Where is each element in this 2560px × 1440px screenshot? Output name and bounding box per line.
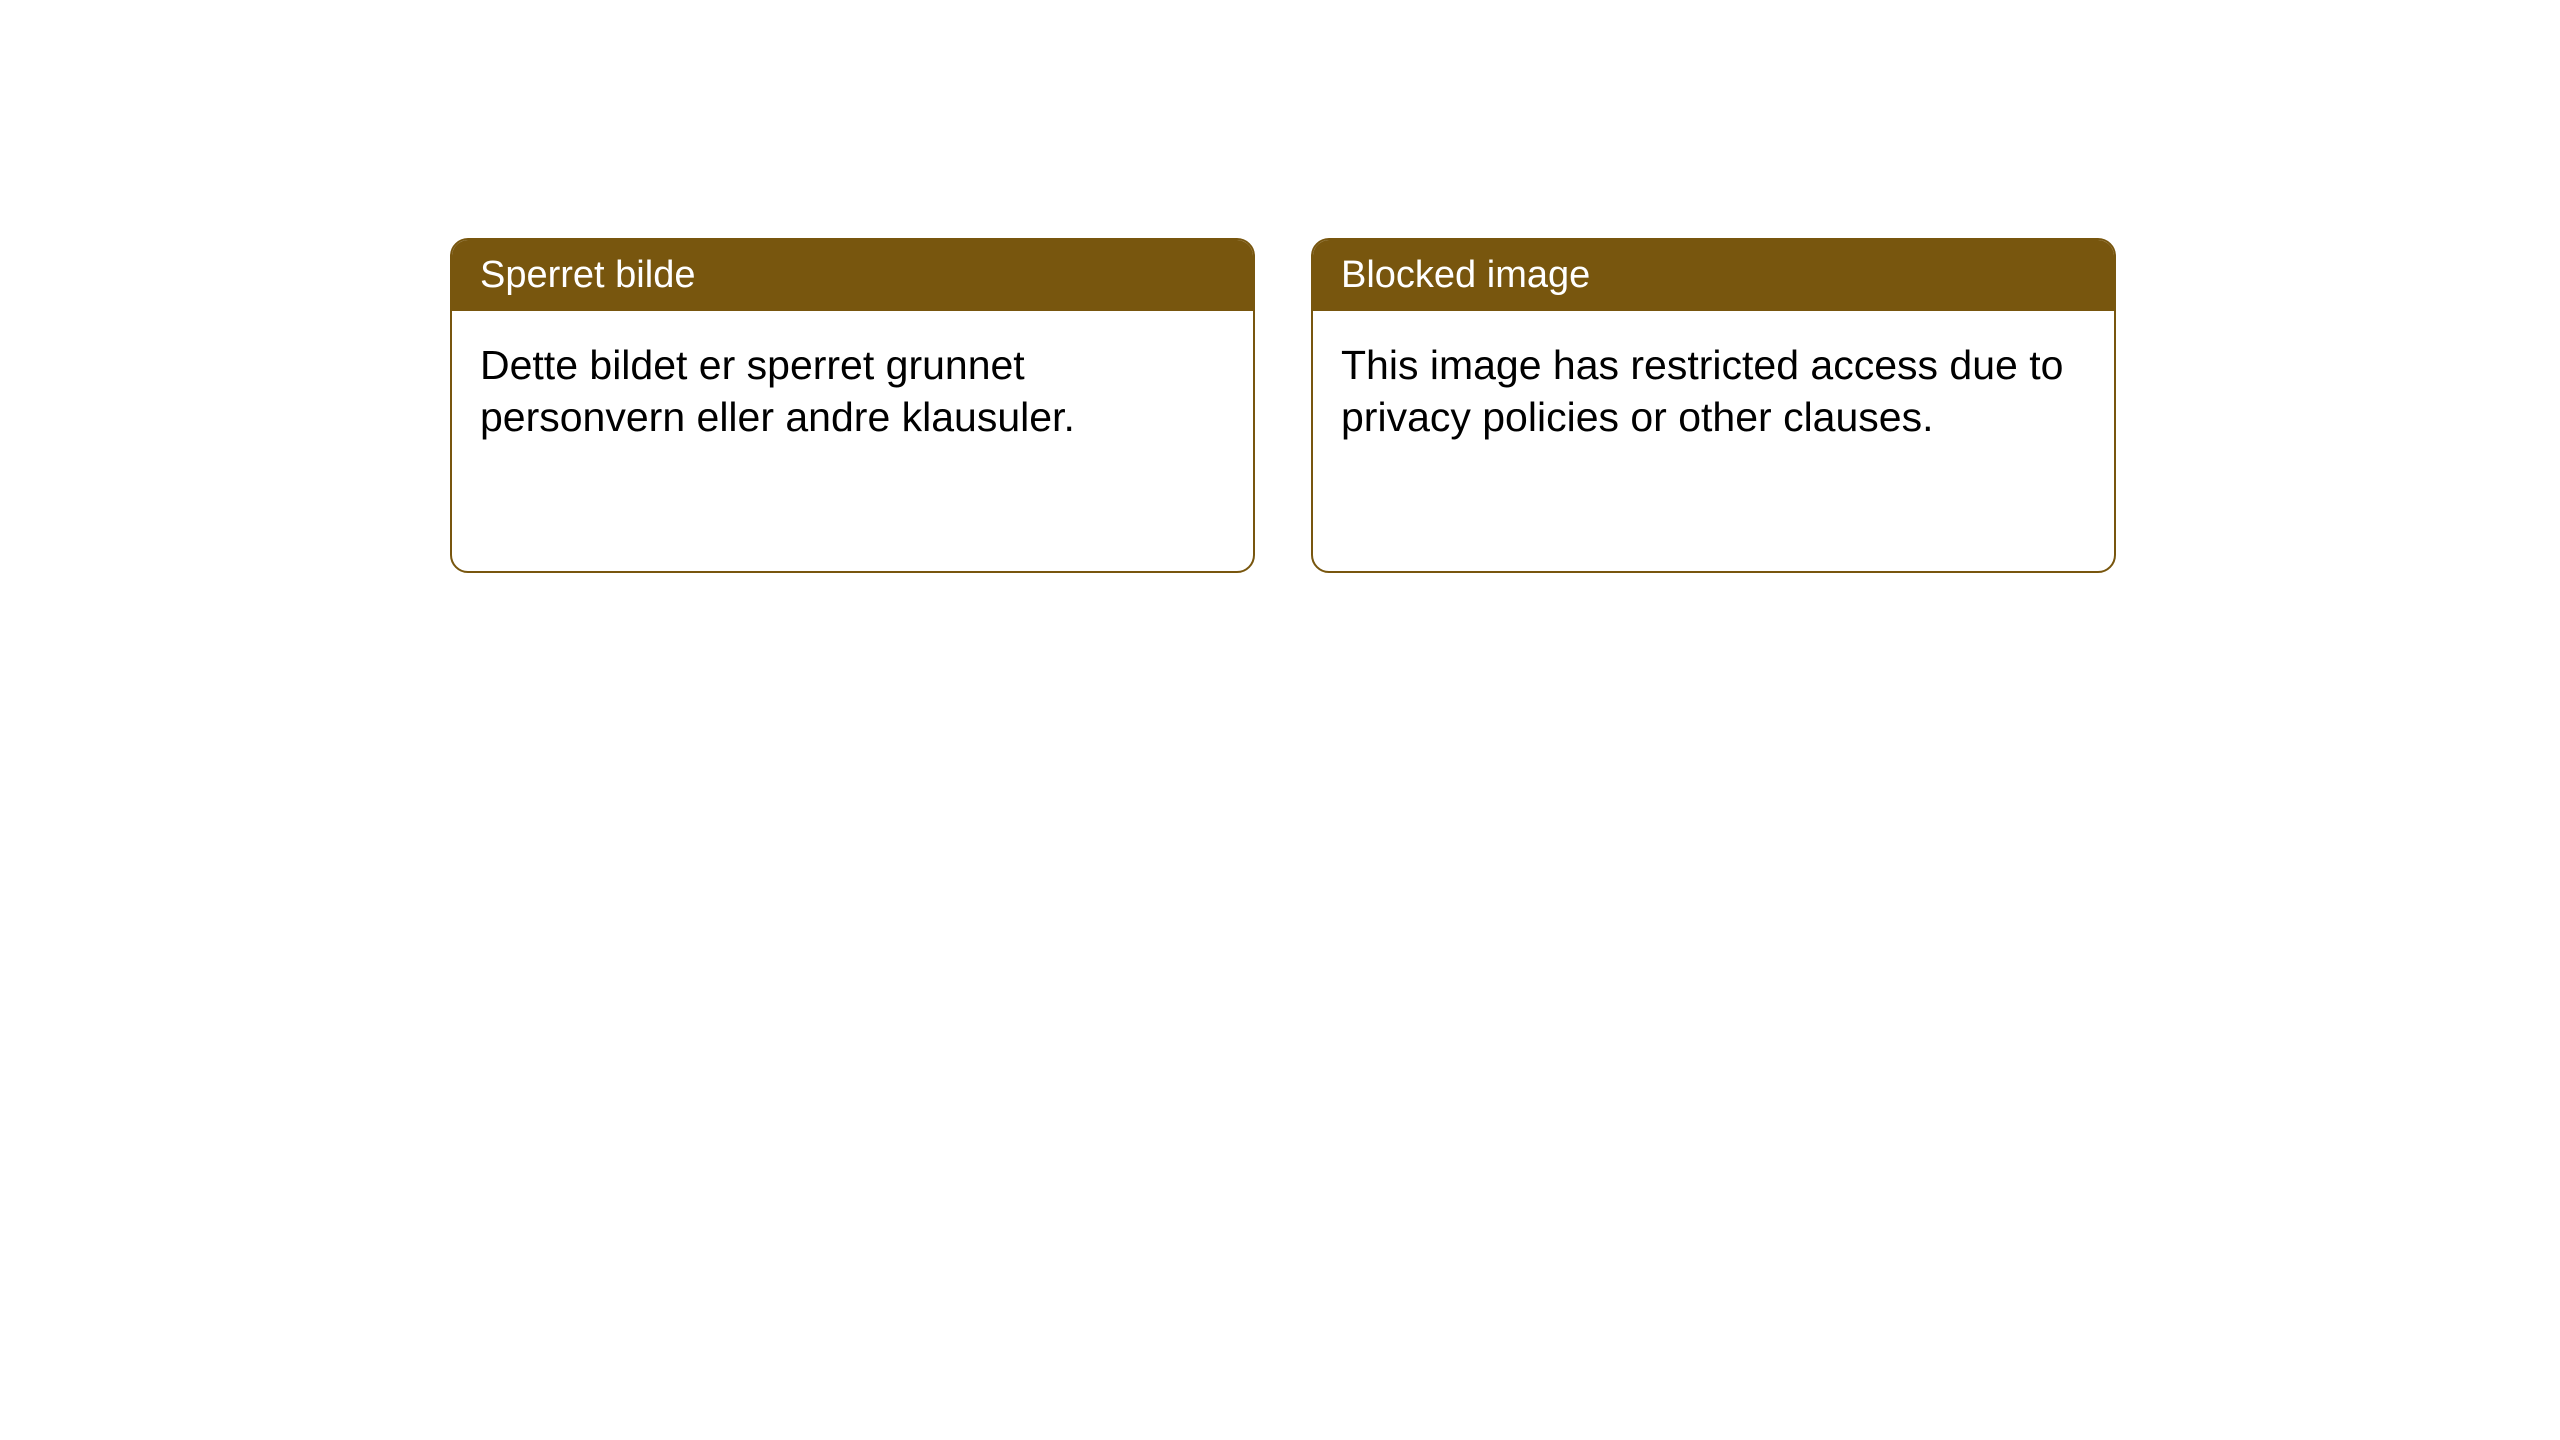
notice-card-norwegian: Sperret bilde Dette bildet er sperret gr… <box>450 238 1255 573</box>
notice-card-english: Blocked image This image has restricted … <box>1311 238 2116 573</box>
notice-header: Blocked image <box>1313 240 2114 311</box>
notice-header: Sperret bilde <box>452 240 1253 311</box>
notice-container: Sperret bilde Dette bildet er sperret gr… <box>450 238 2116 573</box>
notice-body: Dette bildet er sperret grunnet personve… <box>452 311 1253 472</box>
notice-title: Blocked image <box>1341 254 1590 296</box>
notice-message: This image has restricted access due to … <box>1341 342 2063 440</box>
notice-message: Dette bildet er sperret grunnet personve… <box>480 342 1075 440</box>
notice-title: Sperret bilde <box>480 254 695 296</box>
notice-body: This image has restricted access due to … <box>1313 311 2114 472</box>
